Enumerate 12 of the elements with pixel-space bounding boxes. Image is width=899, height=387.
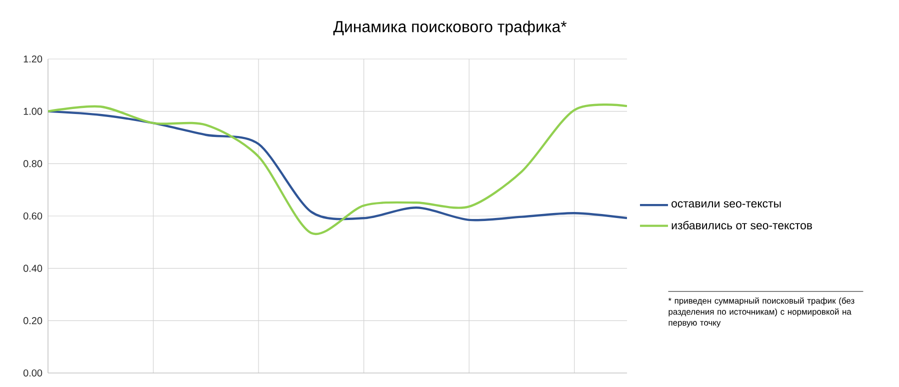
text: * приведен суммарный поисковый трафик (без разделения по источникам) с нормировкой на первую точку [668, 297, 854, 328]
line-series [48, 110, 628, 222]
y-tick-label: 1.00 [24, 108, 42, 115]
y-tick-label: 0.20 [23, 317, 42, 324]
y-tick-label: 0.60 [23, 212, 42, 220]
legend-label: оставили seo-тексты [672, 201, 781, 208]
y-tick-label: 0.80 [23, 160, 42, 168]
y-tick-label: 1.20 [24, 55, 42, 63]
y-tick-label: 0.00 [23, 369, 42, 377]
y-tick-label: 0.40 [23, 264, 42, 272]
legend-label: избавились от seo-текстов [672, 220, 812, 230]
chart-title: Динамика поискового трафика* [333, 20, 567, 36]
